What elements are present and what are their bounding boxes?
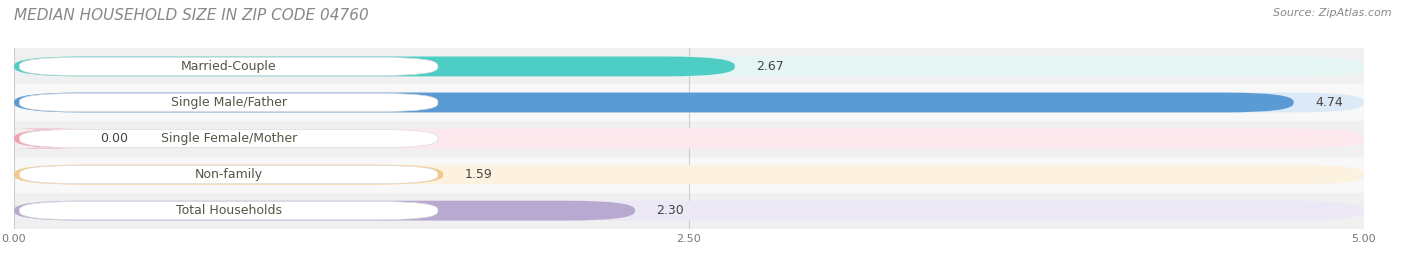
FancyBboxPatch shape: [14, 129, 1364, 148]
FancyBboxPatch shape: [20, 57, 437, 76]
FancyBboxPatch shape: [20, 165, 437, 184]
FancyBboxPatch shape: [14, 201, 1364, 221]
FancyBboxPatch shape: [20, 129, 437, 148]
Text: 0.00: 0.00: [100, 132, 128, 145]
FancyBboxPatch shape: [14, 48, 1364, 84]
FancyBboxPatch shape: [14, 121, 1364, 157]
Text: 2.30: 2.30: [657, 204, 685, 217]
Text: Total Households: Total Households: [176, 204, 281, 217]
Text: MEDIAN HOUSEHOLD SIZE IN ZIP CODE 04760: MEDIAN HOUSEHOLD SIZE IN ZIP CODE 04760: [14, 8, 368, 23]
FancyBboxPatch shape: [14, 93, 1364, 112]
FancyBboxPatch shape: [20, 201, 437, 220]
Text: 2.67: 2.67: [756, 60, 785, 73]
FancyBboxPatch shape: [14, 165, 443, 185]
Text: Single Female/Mother: Single Female/Mother: [160, 132, 297, 145]
FancyBboxPatch shape: [14, 93, 1294, 112]
Text: Married-Couple: Married-Couple: [181, 60, 277, 73]
Text: Non-family: Non-family: [194, 168, 263, 181]
Text: Single Male/Father: Single Male/Father: [170, 96, 287, 109]
FancyBboxPatch shape: [6, 129, 82, 148]
FancyBboxPatch shape: [20, 93, 437, 112]
FancyBboxPatch shape: [14, 56, 1364, 76]
FancyBboxPatch shape: [14, 157, 1364, 193]
Text: Source: ZipAtlas.com: Source: ZipAtlas.com: [1274, 8, 1392, 18]
FancyBboxPatch shape: [14, 84, 1364, 121]
FancyBboxPatch shape: [14, 165, 1364, 185]
FancyBboxPatch shape: [14, 56, 735, 76]
FancyBboxPatch shape: [14, 201, 636, 221]
Text: 4.74: 4.74: [1315, 96, 1343, 109]
FancyBboxPatch shape: [14, 193, 1364, 229]
Text: 1.59: 1.59: [465, 168, 492, 181]
